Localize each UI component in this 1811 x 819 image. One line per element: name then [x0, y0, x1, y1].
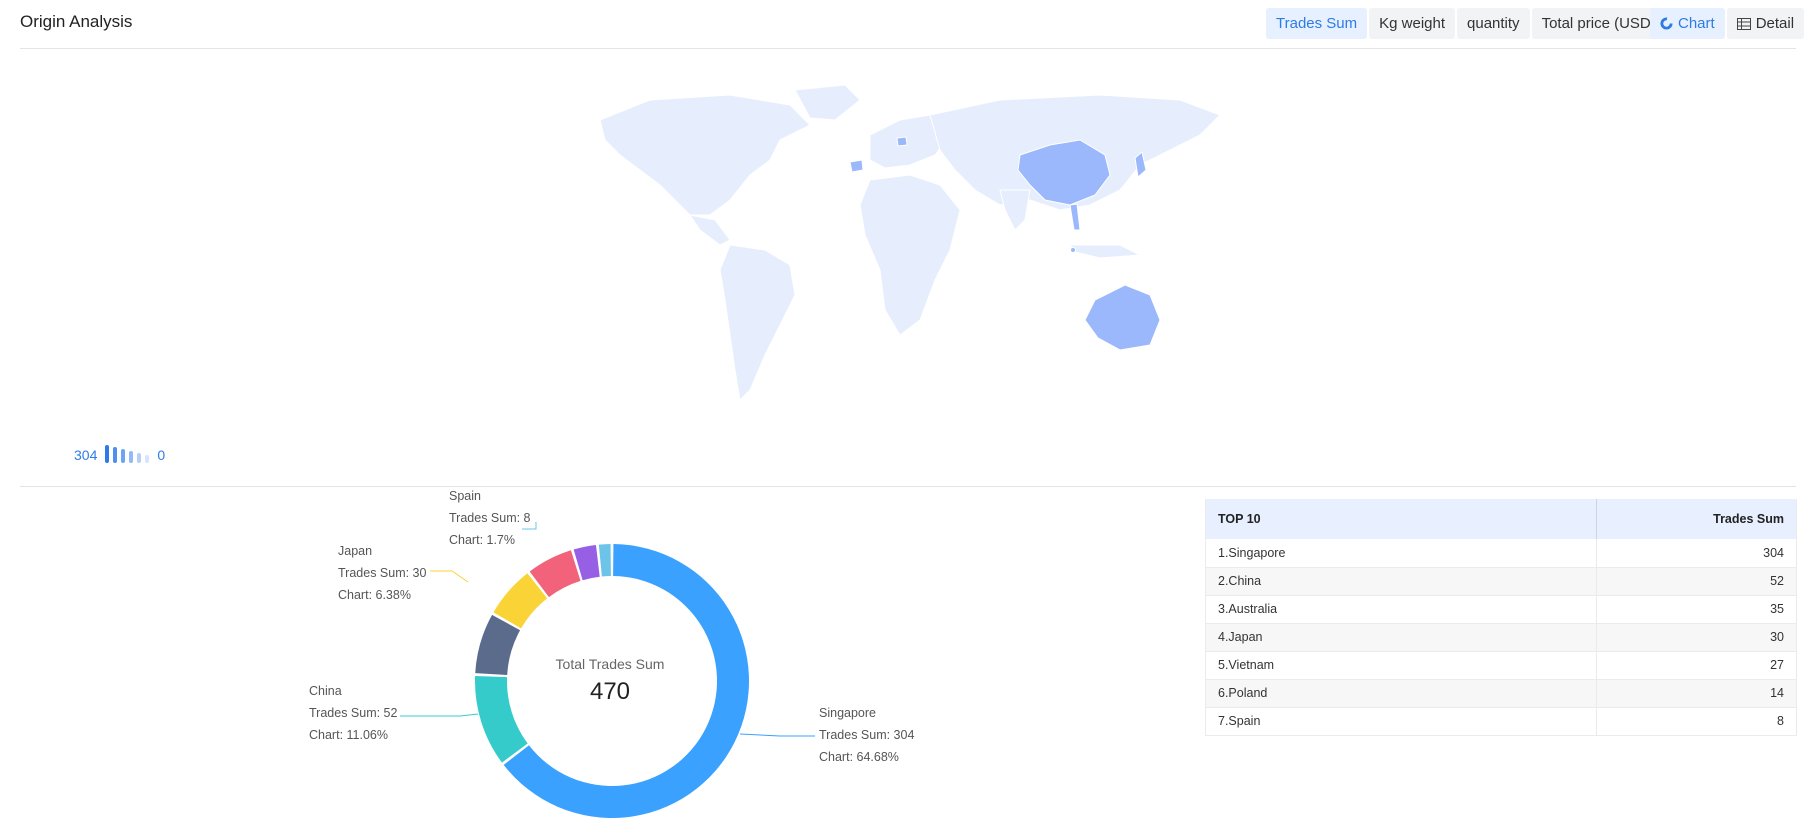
tab-quantity[interactable]: quantity: [1457, 8, 1530, 39]
row-country: 6.Poland: [1206, 679, 1597, 708]
donut-slice-poland[interactable]: [573, 544, 600, 581]
legend-bar: [129, 451, 134, 463]
table-row[interactable]: 3.Australia 35: [1206, 595, 1796, 624]
chart-view-label: Chart: [1678, 15, 1715, 32]
legend-bar: [113, 447, 118, 463]
donut-slice-japan[interactable]: [493, 573, 548, 629]
table-row[interactable]: 4.Japan 30: [1206, 623, 1796, 652]
column-header-rank: TOP 10: [1206, 499, 1597, 539]
row-value: 27: [1596, 651, 1796, 680]
map-spain: [849, 159, 864, 173]
label-value: Trades Sum: 52: [309, 706, 398, 720]
table-icon: [1736, 17, 1751, 30]
chart-view-button[interactable]: Chart: [1650, 8, 1725, 39]
top10-table-panel: TOP 10 Trades Sum 1.Singapore 304 2.China…: [1205, 499, 1797, 736]
label-share: Chart: 1.7%: [449, 533, 516, 547]
donut-chart[interactable]: [0, 488, 1190, 819]
table-row[interactable]: 2.China 52: [1206, 567, 1796, 596]
tab-trades-sum[interactable]: Trades Sum: [1266, 8, 1368, 39]
map-south-america: [719, 244, 796, 402]
page-title: Origin Analysis: [20, 12, 133, 31]
map-indonesia: [1069, 244, 1142, 259]
label-line-china: [400, 713, 479, 717]
legend-bar: [137, 453, 142, 463]
legend-bar: [145, 455, 150, 463]
world-map[interactable]: [580, 80, 1260, 420]
map-poland: [896, 136, 908, 147]
row-value: 30: [1596, 623, 1796, 652]
label-value: Trades Sum: 304: [819, 728, 915, 742]
table-row[interactable]: 7.Spain 8: [1206, 707, 1796, 736]
table-header-row: TOP 10 Trades Sum: [1206, 499, 1796, 539]
map-central-america: [688, 214, 731, 246]
donut-chart-panel: Total Trades Sum 470 Spain Trades Sum: 8…: [0, 488, 1190, 819]
donut-slice-vietnam[interactable]: [529, 550, 581, 598]
label-value: Trades Sum: 8: [449, 511, 531, 525]
donut-center-label: Total Trades Sum: [555, 656, 665, 672]
row-country: 3.Australia: [1206, 595, 1597, 624]
map-europe: [869, 114, 951, 169]
detail-view-button[interactable]: Detail: [1726, 8, 1805, 39]
map-china: [1017, 139, 1111, 206]
row-country: 5.Vietnam: [1206, 651, 1597, 680]
label-line-singapore: [739, 733, 815, 737]
map-north-america: [599, 94, 811, 216]
map-legend: 304 0: [70, 445, 169, 463]
top10-table: TOP 10 Trades Sum 1.Singapore 304 2.China…: [1206, 499, 1796, 736]
row-country: 2.China: [1206, 567, 1597, 596]
map-india: [999, 189, 1031, 231]
header-bar: Origin Analysis Trades Sum Kg weight qua…: [20, 0, 1805, 49]
world-map-panel: 304 0: [20, 50, 1796, 487]
row-value: 35: [1596, 595, 1796, 624]
tab-total-price[interactable]: Total price (USD): [1531, 8, 1666, 39]
map-australia: [1084, 284, 1161, 351]
row-country: 4.Japan: [1206, 623, 1597, 652]
table-row[interactable]: 6.Poland 14: [1206, 679, 1796, 708]
label-name: Spain: [449, 489, 481, 503]
view-toggle-group: Chart Detail: [1650, 8, 1805, 39]
legend-bar: [121, 449, 126, 463]
donut-label-japan: Japan Trades Sum: 30 Chart: 6.38%: [338, 540, 426, 606]
label-line-japan: [430, 570, 469, 583]
legend-max: 304: [74, 447, 98, 463]
donut-label-singapore: Singapore Trades Sum: 304 Chart: 64.68%: [819, 702, 914, 768]
donut-label-china: China Trades Sum: 52 Chart: 11.06%: [309, 680, 397, 746]
pie-chart-icon: [1660, 17, 1673, 30]
label-share: Chart: 64.68%: [819, 750, 899, 764]
row-value: 14: [1596, 679, 1796, 708]
donut-label-spain: Spain Trades Sum: 8 Chart: 1.7%: [449, 485, 531, 551]
donut-slice-spain[interactable]: [598, 544, 611, 577]
map-africa: [859, 174, 961, 336]
map-vietnam: [1069, 203, 1081, 231]
row-value: 52: [1596, 567, 1796, 596]
tab-kg-weight[interactable]: Kg weight: [1369, 8, 1456, 39]
map-singapore: [1070, 247, 1076, 253]
donut-slice-china[interactable]: [474, 676, 528, 763]
label-line-spain: [522, 522, 537, 530]
label-value: Trades Sum: 30: [338, 566, 427, 580]
legend-min: 0: [157, 447, 166, 463]
metric-tab-group: Trades Sum Kg weight quantity Total pric…: [1266, 8, 1666, 39]
label-share: Chart: 6.38%: [338, 588, 411, 602]
label-name: China: [309, 684, 342, 698]
map-japan: [1134, 151, 1147, 178]
row-value: 8: [1596, 707, 1796, 736]
row-country: 7.Spain: [1206, 707, 1597, 736]
label-name: Singapore: [819, 706, 876, 720]
donut-slice-australia[interactable]: [475, 614, 521, 675]
table-row[interactable]: 5.Vietnam 27: [1206, 651, 1796, 680]
label-share: Chart: 11.06%: [309, 728, 388, 742]
donut-center-value: 470: [589, 678, 631, 705]
row-country: 1.Singapore: [1206, 539, 1597, 568]
label-name: Japan: [338, 544, 373, 558]
detail-view-label: Detail: [1755, 15, 1795, 32]
table-row[interactable]: 1.Singapore 304: [1206, 539, 1796, 568]
map-greenland: [794, 84, 861, 121]
legend-bar: [105, 445, 110, 463]
column-header-value[interactable]: Trades Sum: [1596, 499, 1796, 539]
row-value: 304: [1596, 539, 1796, 568]
